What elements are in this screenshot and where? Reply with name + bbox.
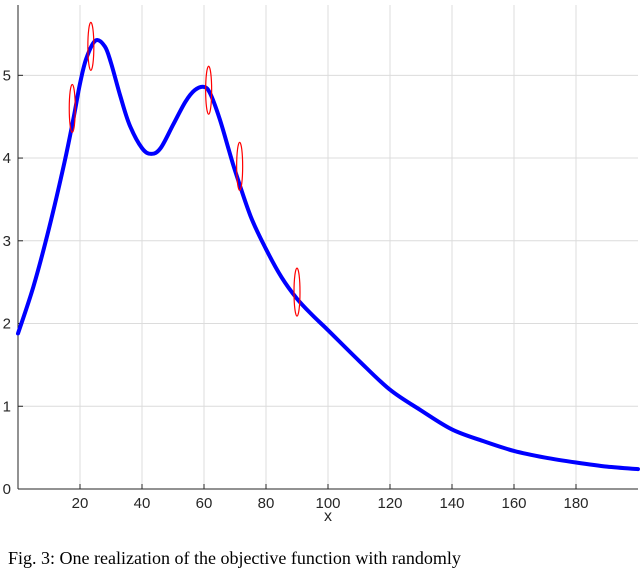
chart: 20 40 60 80 100 120 140 160 180 0 1 2 3 4 5 x [3, 5, 640, 525]
sample-marker [293, 267, 301, 317]
y-tick-label: 0 [3, 481, 11, 498]
y-tick-label: 4 [3, 150, 11, 167]
sample-marker [236, 141, 244, 191]
x-tick-label: 60 [196, 495, 213, 512]
x-tick-label: 100 [315, 495, 340, 512]
figure-caption: Fig. 3: One realization of the objective… [8, 548, 461, 568]
sample-marker [68, 83, 76, 134]
x-tick-label: 40 [134, 495, 151, 512]
y-tick-label: 1 [3, 398, 11, 415]
axes [17, 5, 638, 490]
x-tick-label: 180 [563, 495, 588, 512]
y-tick-label: 5 [3, 67, 11, 84]
x-tick-label: 160 [501, 495, 526, 512]
markers [68, 21, 301, 317]
sample-marker [205, 65, 213, 115]
y-tick-label: 3 [3, 233, 11, 250]
x-tick-label: 80 [258, 495, 275, 512]
y-tick-label: 2 [3, 316, 11, 333]
sample-marker [87, 21, 95, 71]
x-tick-label: 140 [439, 495, 464, 512]
x-axis-label: x [324, 508, 332, 525]
x-tick-label: 120 [377, 495, 402, 512]
x-tick-label: 20 [72, 495, 89, 512]
tick-labels: 20 40 60 80 100 120 140 160 180 0 1 2 3 4 5 [3, 67, 589, 512]
